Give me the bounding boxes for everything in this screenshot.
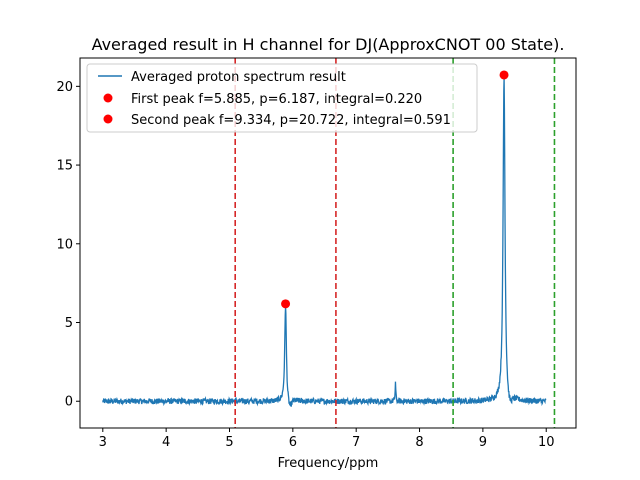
chart-title: Averaged result in H channel for DJ(Appr… [92,35,565,54]
legend-label-second-peak: Second peak f=9.334, p=20.722, integral=… [131,113,451,128]
x-tick-label: 6 [289,435,297,450]
x-tick-label: 10 [538,435,555,450]
y-tick-label: 10 [56,237,73,252]
y-tick-label: 15 [56,159,73,174]
tick-layer: 3 4 5 6 7 8 9 10 0 5 10 15 20 [56,80,554,450]
legend-label-first-peak: First peak f=5.885, p=6.187, integral=0.… [131,92,422,107]
x-axis-label: Frequency/ppm [278,456,379,471]
y-tick-label: 20 [56,80,73,95]
spectrum-line [102,76,547,407]
y-tick-label: 0 [65,395,73,410]
legend-marker-second-peak [103,114,113,124]
legend-box [86,63,478,133]
x-tick-label: 3 [99,435,107,450]
plot-area [102,58,556,428]
first-peak-marker [281,299,291,309]
legend-marker-first-peak [103,93,113,103]
x-tick-label: 5 [225,435,233,450]
x-tick-label: 7 [352,435,360,450]
x-tick-label: 9 [479,435,487,450]
legend: Averaged proton spectrum result First pe… [86,63,478,133]
legend-label-spectrum: Averaged proton spectrum result [131,70,346,85]
x-tick-label: 8 [415,435,423,450]
y-tick-label: 5 [65,316,73,331]
second-peak-marker [499,70,509,80]
x-tick-label: 4 [162,435,170,450]
axes-frame [79,57,577,429]
